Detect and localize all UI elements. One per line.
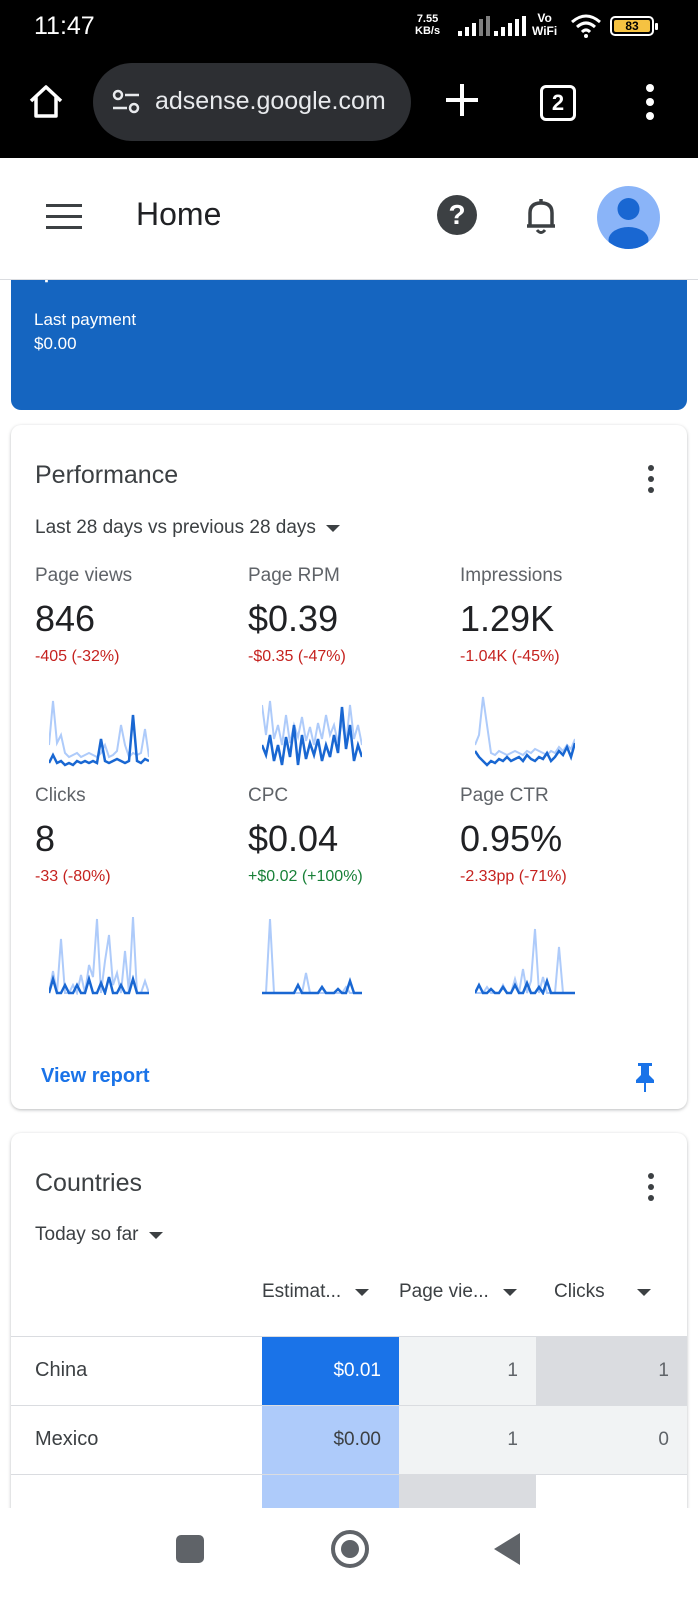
performance-range-dropdown[interactable]: Last 28 days vs previous 28 days bbox=[35, 517, 340, 539]
performance-title: Performance bbox=[35, 461, 179, 489]
metric-label: Page CTR bbox=[460, 785, 549, 806]
cell-clicks: 1 bbox=[536, 1337, 687, 1406]
last-payment-label: Last payment bbox=[34, 310, 137, 329]
network-speed-unit: KB/s bbox=[415, 25, 441, 37]
dropdown-caret-icon bbox=[148, 1231, 163, 1239]
metric-value: 846 bbox=[35, 598, 96, 639]
metric-delta: -$0.35 (-47%) bbox=[248, 648, 346, 665]
column-header-label: Estimat... bbox=[262, 1281, 342, 1302]
table-row[interactable]: China $0.01 1 1 bbox=[11, 1336, 687, 1406]
table-row[interactable]: Mexico $0.00 1 0 bbox=[11, 1405, 687, 1475]
url-text: adsense.google.com bbox=[155, 87, 386, 115]
back-icon[interactable] bbox=[494, 1533, 520, 1565]
cell-estimated: $0.01 bbox=[262, 1337, 399, 1406]
cell-page-views: 1 bbox=[399, 1337, 536, 1406]
dropdown-caret-icon bbox=[325, 524, 340, 532]
plus-icon[interactable] bbox=[442, 80, 482, 120]
bell-icon[interactable] bbox=[524, 196, 558, 236]
metric-label: Impressions bbox=[460, 565, 563, 586]
countries-title: Countries bbox=[35, 1169, 142, 1197]
performance-card: Performance Last 28 days vs previous 28 … bbox=[11, 425, 687, 1109]
metric-label: Clicks bbox=[35, 785, 86, 806]
browser-toolbar: adsense.google.com 2 bbox=[0, 52, 698, 158]
battery-icon: 83 bbox=[610, 16, 658, 36]
system-nav-bar bbox=[0, 1508, 698, 1600]
menu-icon[interactable] bbox=[46, 204, 82, 232]
network-speed: 7.55 KB/s bbox=[415, 13, 440, 37]
sparkline-cpc bbox=[262, 918, 362, 995]
battery-level: 83 bbox=[614, 20, 650, 32]
site-settings-icon[interactable] bbox=[111, 89, 141, 115]
vowifi-bottom: WiFi bbox=[532, 24, 558, 38]
metric-page-ctr[interactable]: Page CTR 0.95% -2.33pp (-71%) bbox=[460, 785, 670, 886]
metric-cpc[interactable]: CPC $0.04 +$0.02 (+100%) bbox=[248, 785, 458, 886]
help-icon[interactable]: ? bbox=[437, 195, 477, 235]
tabs-button[interactable]: 2 bbox=[540, 85, 576, 121]
cell-estimated: $0.00 bbox=[262, 1406, 399, 1475]
avatar-icon bbox=[608, 198, 649, 249]
signal-icon bbox=[458, 16, 490, 36]
metric-value: 1.29K bbox=[460, 598, 555, 639]
performance-more-icon[interactable] bbox=[647, 465, 655, 493]
page-title: Home bbox=[136, 196, 222, 232]
metric-clicks[interactable]: Clicks 8 -33 (-80%) bbox=[35, 785, 245, 886]
home-circle-icon[interactable] bbox=[331, 1530, 369, 1568]
vowifi-indicator: Vo WiFi bbox=[532, 12, 557, 38]
metric-page-views[interactable]: Page views 846 -405 (-32%) bbox=[35, 565, 245, 666]
sparkline-page-ctr bbox=[475, 928, 575, 995]
status-bar: 11:47 7.55 KB/s Vo WiFi 83 bbox=[0, 0, 698, 52]
pin-icon[interactable] bbox=[635, 1061, 655, 1093]
cell-clicks: 0 bbox=[536, 1406, 687, 1475]
countries-range: Today so far bbox=[35, 1224, 139, 1245]
metric-delta: -1.04K (-45%) bbox=[460, 648, 560, 665]
app-header: Home ? bbox=[0, 158, 698, 280]
sparkline-page-views bbox=[49, 700, 149, 767]
avatar[interactable] bbox=[597, 186, 660, 249]
metric-label: Page RPM bbox=[248, 565, 340, 586]
last-payment-value: $0.00 bbox=[34, 334, 77, 353]
cell-page-views: 1 bbox=[399, 1406, 536, 1475]
wifi-icon bbox=[571, 14, 601, 38]
sort-caret-icon bbox=[502, 1288, 517, 1296]
address-bar[interactable]: adsense.google.com bbox=[93, 63, 411, 141]
signal-icon-2 bbox=[494, 16, 526, 36]
more-vert-icon[interactable] bbox=[640, 82, 660, 122]
countries-range-dropdown[interactable]: Today so far bbox=[35, 1224, 163, 1246]
home-icon[interactable] bbox=[26, 82, 66, 122]
metric-delta: +$0.02 (+100%) bbox=[248, 868, 363, 885]
performance-range: Last 28 days vs previous 28 days bbox=[35, 517, 316, 538]
view-report-link[interactable]: View report bbox=[41, 1065, 150, 1087]
countries-card: Countries Today so far Estimat... Page v… bbox=[11, 1133, 687, 1533]
network-speed-value: 7.55 bbox=[416, 13, 439, 25]
vowifi-top: Vo bbox=[537, 11, 552, 25]
sort-caret-icon bbox=[355, 1288, 370, 1296]
metric-label: CPC bbox=[248, 785, 289, 806]
sparkline-impressions bbox=[475, 696, 575, 767]
sort-caret-icon bbox=[636, 1288, 651, 1296]
metric-value: 8 bbox=[35, 818, 56, 859]
column-header-page-views[interactable]: Page vie... bbox=[399, 1281, 517, 1303]
sparkline-clicks bbox=[49, 916, 149, 995]
country-name: China bbox=[35, 1359, 88, 1381]
metric-impressions[interactable]: Impressions 1.29K -1.04K (-45%) bbox=[460, 565, 670, 666]
metric-value: $0.39 bbox=[248, 598, 339, 639]
country-name: Mexico bbox=[35, 1428, 99, 1450]
metric-label: Page views bbox=[35, 565, 133, 586]
metric-value: 0.95% bbox=[460, 818, 563, 859]
sparkline-page-rpm bbox=[262, 700, 362, 766]
recents-icon[interactable] bbox=[176, 1535, 204, 1563]
status-time: 11:47 bbox=[34, 12, 95, 40]
metric-page-rpm[interactable]: Page RPM $0.39 -$0.35 (-47%) bbox=[248, 565, 458, 666]
metric-value: $0.04 bbox=[248, 818, 339, 859]
payment-card[interactable]: $1.01 Last payment $0.00 bbox=[11, 272, 687, 410]
metric-delta: -33 (-80%) bbox=[35, 868, 111, 885]
countries-more-icon[interactable] bbox=[647, 1173, 655, 1201]
column-header-label: Clicks bbox=[554, 1281, 605, 1302]
column-header-label: Page vie... bbox=[399, 1281, 489, 1302]
metric-delta: -2.33pp (-71%) bbox=[460, 868, 567, 885]
metric-delta: -405 (-32%) bbox=[35, 648, 120, 665]
column-header-clicks[interactable]: Clicks bbox=[554, 1281, 651, 1303]
column-header-estimated[interactable]: Estimat... bbox=[262, 1281, 370, 1303]
